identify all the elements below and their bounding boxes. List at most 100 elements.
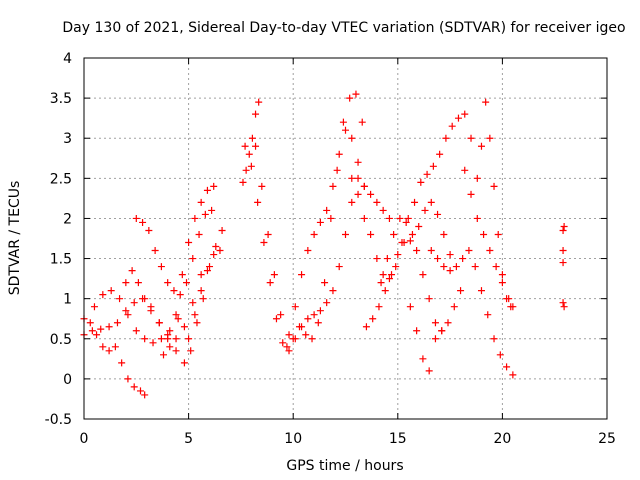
- data-point: [419, 271, 427, 279]
- tick-layer: 0 5 10 15 20 25 -0.5 0 0.5 1 1.5 2 2.5 3 3.5 4: [45, 51, 616, 447]
- x-tick-label: 20: [493, 431, 511, 447]
- series-arc-3: [90, 287, 182, 347]
- data-point: [509, 371, 517, 379]
- data-point: [385, 275, 393, 283]
- data-point: [285, 331, 293, 339]
- data-point: [348, 134, 356, 142]
- data-point: [149, 339, 157, 347]
- chart-title: Day 130 of 2021, Sidereal Day-to-day VTE…: [62, 20, 625, 36]
- data-point: [436, 150, 444, 158]
- data-point: [406, 303, 414, 311]
- data-point: [141, 391, 149, 399]
- data-point: [473, 214, 481, 222]
- data-point: [172, 347, 180, 355]
- data-point: [314, 319, 322, 327]
- data-point: [348, 198, 356, 206]
- data-point: [503, 363, 511, 371]
- data-point: [329, 182, 337, 190]
- data-point: [367, 230, 375, 238]
- data-point: [465, 247, 473, 255]
- series-arc-18: [461, 166, 517, 311]
- data-point: [446, 267, 454, 275]
- data-point: [145, 226, 153, 234]
- data-point: [304, 247, 312, 255]
- data-point: [90, 303, 98, 311]
- data-point: [467, 190, 475, 198]
- data-point: [339, 118, 347, 126]
- y-tick-label: 1.5: [50, 252, 72, 268]
- data-point: [492, 263, 500, 271]
- series-arc-1: [80, 315, 149, 399]
- series-arc-7: [180, 226, 226, 367]
- data-point: [139, 218, 147, 226]
- data-point: [559, 259, 567, 267]
- data-point: [316, 218, 324, 226]
- data-point: [444, 319, 452, 327]
- data-point: [425, 367, 433, 375]
- data-point: [132, 327, 140, 335]
- data-point: [377, 279, 385, 287]
- y-tick-label: 3: [63, 131, 72, 147]
- data-point: [176, 291, 184, 299]
- data-point: [394, 251, 402, 259]
- data-point: [477, 287, 485, 295]
- data-point: [130, 299, 138, 307]
- series-arc-8: [185, 247, 224, 343]
- data-point: [203, 186, 211, 194]
- data-point: [159, 351, 167, 359]
- series-arc-16: [406, 287, 465, 375]
- data-point: [206, 263, 214, 271]
- data-point: [429, 162, 437, 170]
- data-point: [155, 319, 163, 327]
- data-point: [381, 287, 389, 295]
- data-point: [323, 299, 331, 307]
- data-point: [335, 263, 343, 271]
- data-point: [166, 327, 174, 335]
- series-arc-13: [348, 110, 475, 283]
- data-point: [373, 198, 381, 206]
- data-point: [342, 230, 349, 238]
- data-point: [180, 323, 188, 331]
- data-point: [212, 243, 220, 251]
- data-point: [425, 295, 433, 303]
- data-point: [459, 255, 467, 263]
- data-point: [408, 230, 416, 238]
- data-point: [316, 307, 324, 315]
- data-point: [434, 210, 442, 218]
- data-point: [254, 198, 262, 206]
- y-tick-label: 3.5: [50, 91, 72, 107]
- data-point: [185, 239, 193, 247]
- data-point: [560, 303, 568, 311]
- data-point: [157, 335, 165, 343]
- data-point: [392, 263, 400, 271]
- data-point: [423, 170, 431, 178]
- data-point: [304, 315, 312, 323]
- data-point: [132, 214, 140, 222]
- data-point: [113, 319, 121, 327]
- data-point: [279, 339, 287, 347]
- data-point: [333, 166, 341, 174]
- data-point: [454, 114, 462, 122]
- data-point: [242, 166, 250, 174]
- series-arc-10: [241, 126, 368, 347]
- series-arc-17: [427, 247, 517, 379]
- data-point: [189, 299, 197, 307]
- data-point: [197, 287, 205, 295]
- data-point: [375, 303, 383, 311]
- data-point: [452, 263, 460, 271]
- series-arc-2: [80, 295, 180, 355]
- data-point: [379, 206, 387, 214]
- data-point: [245, 150, 253, 158]
- data-point: [210, 251, 218, 259]
- data-point: [362, 323, 370, 331]
- data-point: [482, 98, 490, 106]
- data-point: [373, 255, 381, 263]
- data-point: [560, 222, 568, 230]
- data-point: [260, 239, 268, 247]
- data-point: [191, 214, 199, 222]
- data-point: [448, 122, 456, 130]
- data-point: [157, 263, 165, 271]
- data-point: [258, 182, 266, 190]
- data-point: [270, 271, 278, 279]
- data-point: [134, 279, 142, 287]
